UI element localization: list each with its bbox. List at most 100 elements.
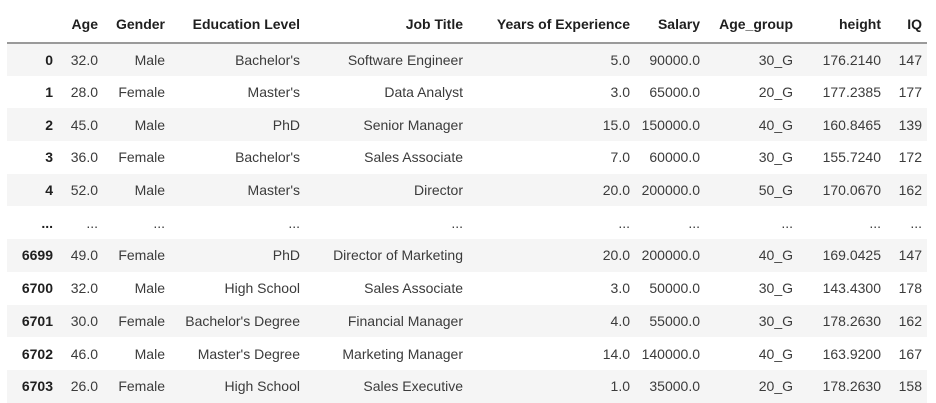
cell: Sales Associate (364, 280, 463, 297)
cell: Female (118, 247, 165, 264)
cell: 30_G (758, 51, 793, 68)
cell: Male (134, 116, 165, 133)
cell: ... (153, 214, 165, 231)
table-row: 6700 32.0 Male High School Sales Associate 3.… (7, 272, 927, 305)
cell: 163.9200 (822, 345, 881, 362)
table-row: .............................. (7, 206, 927, 239)
cell: 158 (898, 378, 922, 395)
cell: 162 (898, 182, 922, 199)
table-row: 4 52.0 Male Master's Director 20.0 200000.0 50_… (7, 173, 927, 207)
cell: 172 (898, 149, 922, 166)
cell: 162 (898, 312, 922, 329)
row-index: 4 (45, 182, 53, 199)
cell: 3.0 (610, 280, 630, 297)
row-index: 1 (45, 84, 53, 101)
cell: Director (413, 182, 463, 199)
cell: 178 (898, 280, 922, 297)
dataframe-body: 0 32.0 Male Bachelor's Software Engineer 5.0 9… (7, 43, 927, 403)
cell: ... (451, 214, 463, 231)
cell: 28.0 (70, 84, 98, 101)
column-header: Gender (103, 0, 170, 44)
cell: PhD (272, 116, 300, 133)
table-row: 6699 49.0 Female PhD Director of Marketing 20… (7, 239, 927, 272)
cell: Marketing Manager (342, 345, 463, 362)
cell: 32.0 (70, 280, 98, 297)
cell: 139 (898, 116, 922, 133)
cell: 15.0 (602, 116, 630, 133)
cell: 65000.0 (649, 84, 700, 101)
row-index: 0 (45, 51, 53, 68)
cell: ... (688, 214, 700, 231)
cell: 55000.0 (649, 312, 700, 329)
table-row: 6703 26.0 Female High School Sales Executive… (7, 369, 927, 403)
row-index: 2 (45, 116, 53, 133)
cell: 50_G (758, 182, 793, 199)
cell: Data Analyst (384, 84, 463, 101)
cell: Male (134, 345, 165, 362)
cell: PhD (272, 247, 300, 264)
cell: Male (134, 280, 165, 297)
cell: Bachelor's (235, 149, 300, 166)
cell: 4.0 (610, 312, 630, 329)
cell: 169.0425 (822, 247, 881, 264)
cell: ... (618, 214, 630, 231)
cell: 20.0 (602, 182, 630, 199)
cell: 35000.0 (649, 378, 700, 395)
table-row: 1 28.0 Female Master's Data Analyst 3.0 65000.… (7, 76, 927, 109)
cell: Female (118, 312, 165, 329)
cell: Female (118, 149, 165, 166)
cell: High School (224, 378, 301, 395)
cell: 160.8465 (822, 116, 881, 133)
cell: 143.4300 (822, 280, 881, 297)
cell: 3.0 (610, 84, 630, 101)
cell: 30.0 (70, 312, 98, 329)
cell: ... (869, 214, 881, 231)
cell: 178.2630 (822, 312, 881, 329)
cell: 30_G (758, 149, 793, 166)
cell: 46.0 (70, 345, 98, 362)
cell: Master's Degree (197, 345, 300, 362)
cell: Sales Associate (364, 149, 463, 166)
cell: 7.0 (610, 149, 630, 166)
row-index: 6702 (21, 345, 53, 362)
cell: 170.0670 (822, 182, 881, 199)
row-index: ... (41, 214, 53, 231)
cell: 36.0 (70, 149, 98, 166)
cell: 40_G (758, 116, 793, 133)
cell: 147 (898, 247, 922, 264)
cell: Male (134, 51, 165, 68)
table-row: 6701 30.0 Female Bachelor's Degree Financial… (7, 304, 927, 338)
table-row: 0 32.0 Male Bachelor's Software Engineer 5.0 9… (7, 43, 927, 76)
cell: 200000.0 (641, 182, 700, 199)
cell: 50000.0 (649, 280, 700, 297)
dataframe-table: Age Gender Education Level Job Title Years o… (7, 0, 927, 403)
cell: Master's (247, 84, 300, 101)
cell: ... (781, 214, 793, 231)
cell: Female (118, 84, 165, 101)
cell: Master's (247, 182, 300, 199)
cell: 177 (898, 84, 922, 101)
cell: 30_G (758, 312, 793, 329)
column-header: Job Title (305, 0, 468, 44)
cell: Male (134, 182, 165, 199)
cell: High School (224, 280, 301, 297)
cell: 49.0 (70, 247, 98, 264)
cell: Bachelor's (235, 51, 300, 68)
column-header: Age_group (705, 0, 798, 44)
cell: 60000.0 (649, 149, 700, 166)
cell: 147 (898, 51, 922, 68)
cell: 177.2385 (822, 84, 881, 101)
cell: 90000.0 (649, 51, 700, 68)
row-index: 6699 (21, 247, 53, 264)
column-header: IQ (886, 0, 927, 44)
cell: 20_G (758, 84, 793, 101)
column-header: Age (58, 0, 103, 44)
cell: 176.2140 (822, 51, 881, 68)
cell: 14.0 (602, 345, 630, 362)
table-row: 2 45.0 Male PhD Senior Manager 15.0 150000.0 40… (7, 108, 927, 142)
cell: 30_G (758, 280, 793, 297)
row-index: 6700 (21, 280, 53, 297)
cell: 1.0 (610, 378, 630, 395)
cell: ... (288, 214, 300, 231)
cell: 40_G (758, 247, 793, 264)
